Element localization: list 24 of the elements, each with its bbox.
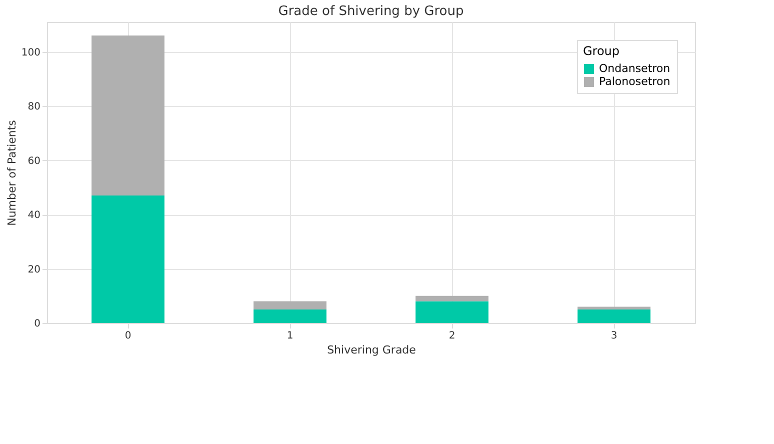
bar bbox=[416, 296, 488, 302]
x-tick-label: 0 bbox=[124, 330, 132, 342]
y-tick-label: 80 bbox=[28, 102, 40, 113]
bar bbox=[92, 36, 164, 196]
x-tick-label: 1 bbox=[286, 330, 294, 342]
bar bbox=[92, 196, 164, 323]
bar bbox=[578, 306, 650, 310]
legend-label: Ondansetron bbox=[599, 62, 670, 75]
bar bbox=[254, 301, 326, 310]
y-tick-label: 40 bbox=[28, 210, 40, 222]
y-tick-label: 60 bbox=[28, 156, 40, 167]
bar bbox=[416, 301, 488, 323]
bar bbox=[578, 309, 650, 323]
x-axis-title: Shivering Grade bbox=[327, 344, 416, 356]
legend-title: Group bbox=[583, 44, 620, 58]
x-tick-label: 3 bbox=[610, 330, 618, 342]
y-tick-label: 100 bbox=[21, 47, 40, 58]
chart-title: Grade of Shivering by Group bbox=[278, 4, 464, 19]
y-axis-title: Number of Patients bbox=[5, 120, 18, 226]
bar bbox=[254, 309, 326, 323]
y-tick-label: 0 bbox=[34, 318, 40, 330]
legend-label: Palonosetron bbox=[599, 75, 670, 88]
y-tick-label: 20 bbox=[28, 264, 40, 276]
x-tick-label: 2 bbox=[448, 330, 456, 342]
